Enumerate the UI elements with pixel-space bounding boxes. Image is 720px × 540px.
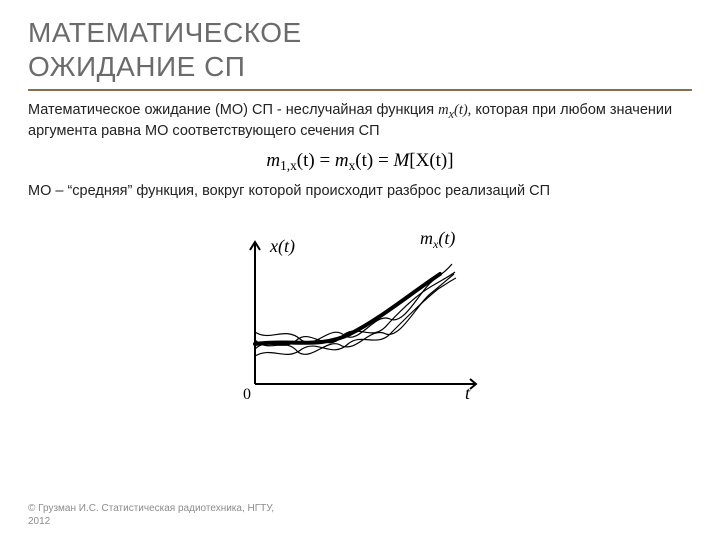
formula-mid-arg: (t) (355, 150, 373, 171)
footer-line-2: 2012 (28, 516, 50, 527)
formula: m1,x(t) = mx(t) = M[X(t)] (28, 150, 692, 172)
axes (250, 242, 476, 389)
page-title: МАТЕМАТИЧЕСКОЕ ОЖИДАНИЕ СП (28, 16, 692, 83)
formula-lhs-sub: 1,x (280, 158, 297, 173)
origin-label: 0 (243, 386, 251, 403)
formula-mid-m: m (335, 150, 349, 171)
formula-rhs-M: M (393, 150, 409, 171)
y-axis-label: x(t) (269, 236, 295, 257)
title-underline (28, 89, 692, 91)
mean-label-arg: (t) (438, 228, 455, 249)
chart: x(t) t 0 mx(t) (210, 224, 510, 409)
para1-text-a: Математическое ожидание (МО) СП - неслуч… (28, 102, 438, 118)
title-line-1: МАТЕМАТИЧЕСКОЕ (28, 17, 302, 48)
para1-mx: mx(t), (438, 102, 471, 118)
title-line-2: ОЖИДАНИЕ СП (28, 51, 245, 82)
mean-label: mx(t) (420, 228, 455, 251)
slide: МАТЕМАТИЧЕСКОЕ ОЖИДАНИЕ СП Математическо… (0, 0, 720, 540)
x-axis-label: t (465, 383, 471, 403)
explain-paragraph: МО – “средняя” функция, вокруг которой п… (28, 182, 692, 202)
formula-eq1: = (315, 150, 335, 171)
formula-eq2: = (373, 150, 393, 171)
footer-line-1: © Грузман И.С. Статистическая радиотехни… (28, 503, 274, 514)
para1-m: m (438, 102, 448, 118)
chart-container: x(t) t 0 mx(t) (28, 224, 692, 409)
formula-lhs-m: m (266, 150, 280, 171)
formula-rhs-br: [X(t)] (409, 150, 453, 171)
formula-lhs-arg: (t) (297, 150, 315, 171)
definition-paragraph: Математическое ожидание (МО) СП - неслуч… (28, 101, 692, 142)
para1-t: (t), (454, 102, 471, 118)
formula-mid-sub: x (349, 158, 356, 173)
footer: © Грузман И.С. Статистическая радиотехни… (28, 503, 274, 528)
mean-label-m: m (420, 228, 433, 248)
